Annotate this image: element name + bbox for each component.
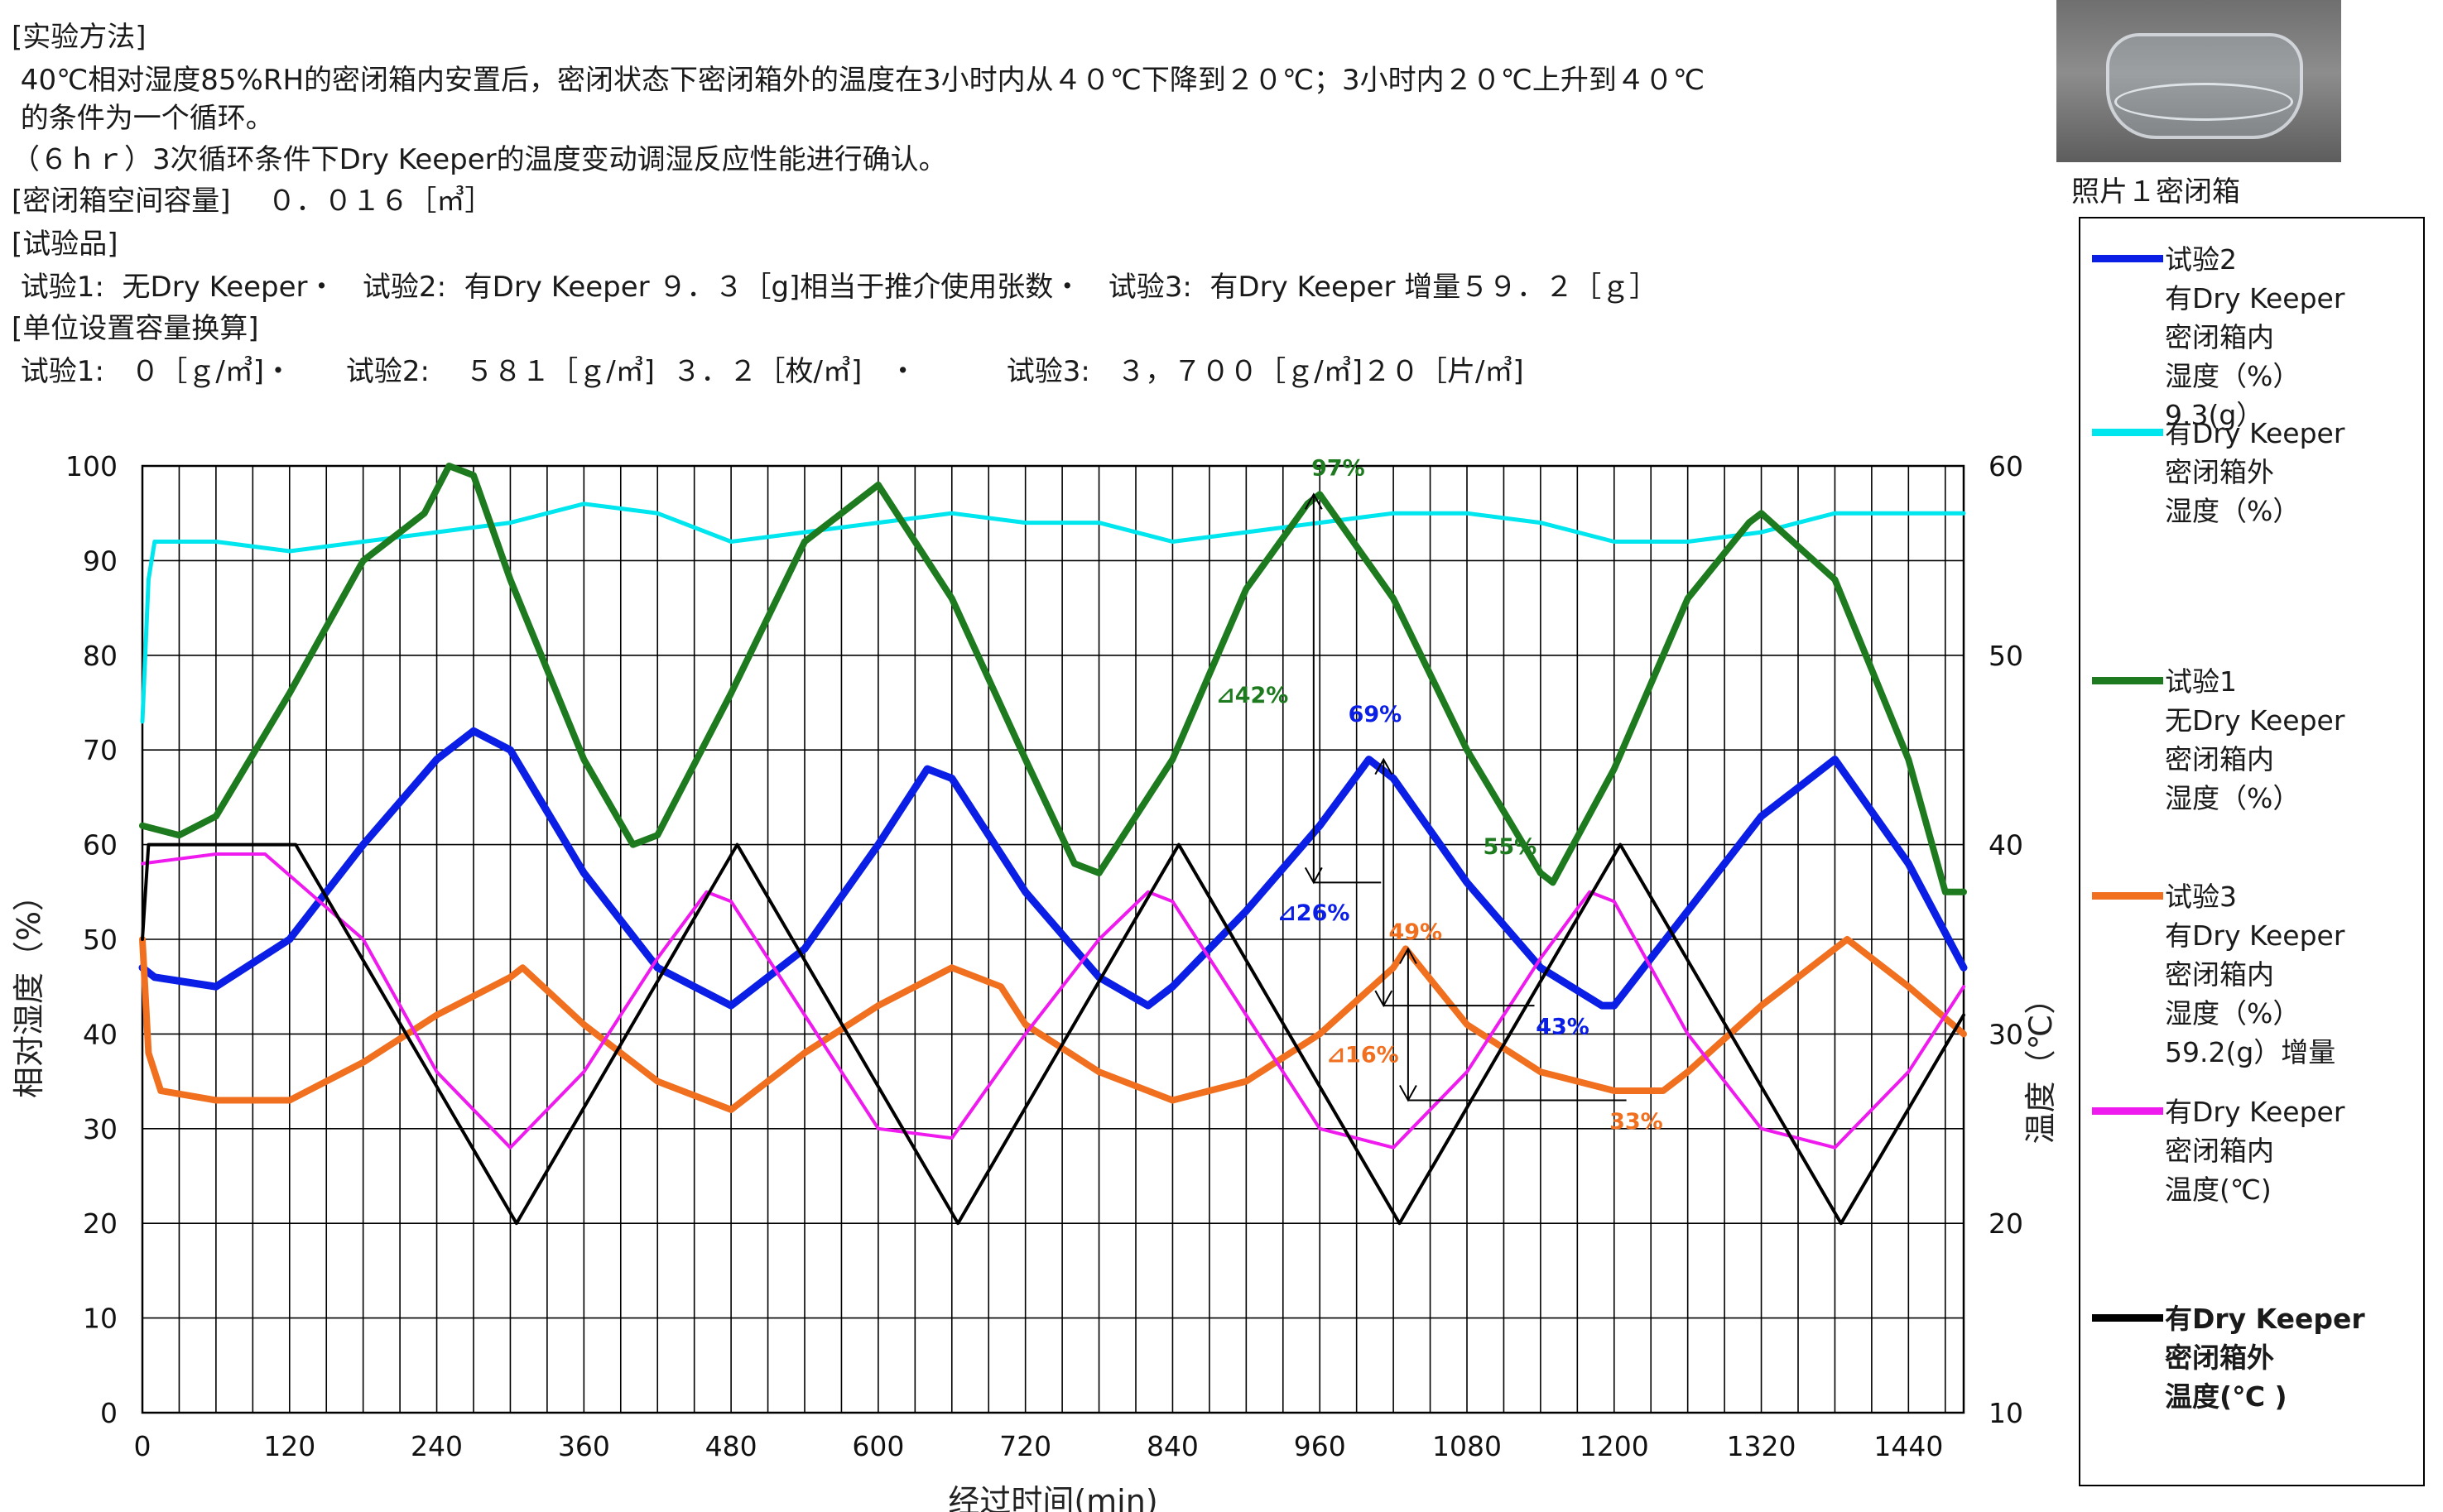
data-annotation: ⊿42% (1216, 683, 1288, 708)
legend-label: 试验3 (2165, 881, 2237, 913)
legend-label: 密闭箱内 (2165, 958, 2274, 991)
arrow-head (1304, 492, 1323, 510)
header-line: （６ｈｒ）3次循环条件下Dry Keeper的温度变动调湿反应性能进行确认。 (12, 143, 947, 176)
legend-label: 试验1 (2165, 665, 2237, 698)
y-tick-label: 90 (83, 545, 118, 577)
data-annotation: 33% (1609, 1109, 1663, 1135)
legend-swatch (2092, 892, 2163, 900)
humidity-temperature-chart: 0 120 240 360 480 600 720 840 960 1080 1200 1320 144… (11, 450, 2059, 1512)
legend-label: 密闭箱外 (2165, 456, 2274, 488)
data-annotation: 55% (1484, 834, 1537, 860)
x-tick-label: 120 (263, 1430, 315, 1462)
y-tick-label: 80 (83, 640, 118, 672)
legend-label: 湿度（%） (2165, 360, 2301, 392)
arrow-head (1374, 990, 1393, 1008)
legend-label: 密闭箱外 (2165, 1342, 2274, 1374)
header-line: 试验1: ０［ｇ/㎥]・ 试验2: ５８１［ｇ/㎥] ３．２［枚/㎥] ・ 试验… (12, 355, 1524, 388)
legend-swatch (2092, 1314, 2163, 1322)
data-annotation: ⊿26% (1277, 900, 1349, 926)
x-tick-label: 960 (1294, 1430, 1346, 1462)
arrow-head (1374, 757, 1393, 775)
y-tick-label: 40 (83, 1018, 118, 1050)
legend-label: 温度(℃) (2165, 1174, 2272, 1206)
y-tick-label: 70 (83, 734, 118, 766)
series-line (140, 502, 1966, 724)
x-tick-label: 1200 (1580, 1430, 1649, 1462)
sealed-box-photo (2056, 0, 2341, 162)
x-tick-label: 840 (1147, 1430, 1199, 1462)
legend-label: 有Dry Keeper (2165, 1096, 2345, 1128)
legend-swatch (2092, 429, 2163, 436)
glass-rim-shape (2114, 83, 2293, 121)
legend-label: 9.3(g） (2165, 399, 2264, 431)
x-tick-label: 1440 (1873, 1430, 1943, 1462)
legend-label: 密闭箱内 (2165, 321, 2274, 353)
y2-axis-title: 温度（℃） (2022, 983, 2059, 1145)
y-tick-label: 0 (100, 1397, 118, 1429)
legend-label: 有Dry Keeper (2165, 919, 2345, 952)
y-tick-label: 10 (83, 1303, 118, 1335)
legend-label: 59.2(g）增量 (2165, 1036, 2336, 1068)
legend-label: 湿度（%） (2165, 782, 2301, 814)
glass-container-shape (2106, 33, 2303, 139)
x-tick-label: 480 (705, 1430, 757, 1462)
y2-tick-label: 10 (1989, 1397, 2023, 1429)
y-tick-label: 100 (65, 450, 118, 482)
header-line: [单位设置容量换算] (12, 312, 259, 345)
data-annotation: 49% (1388, 919, 1442, 945)
header-line: 40℃相对湿度85%RH的密闭箱内安置后，密闭状态下密闭箱外的温度在3小时内从４… (12, 64, 1705, 97)
legend-label: 无Dry Keeper (2165, 704, 2345, 737)
x-tick-label: 240 (411, 1430, 463, 1462)
legend-swatch (2092, 255, 2163, 262)
photo-caption: 照片１密闭箱 (2071, 175, 2240, 209)
series-line (138, 727, 1968, 1010)
y-tick-label: 30 (83, 1113, 118, 1145)
y2-tick-label: 20 (1989, 1207, 2023, 1240)
legend-label: 温度(℃ ) (2165, 1380, 2287, 1413)
y2-tick-label: 50 (1989, 640, 2023, 672)
header-line: [试验品] (12, 228, 118, 261)
y-tick-label: 50 (83, 924, 118, 956)
x-tick-label: 360 (558, 1430, 610, 1462)
legend-label: 有Dry Keeper (2165, 282, 2345, 314)
legend-label: 有Dry Keeper (2165, 1303, 2365, 1335)
legend-swatch (2092, 677, 2163, 684)
series-line (139, 463, 1967, 895)
legend-label: 密闭箱内 (2165, 1135, 2274, 1167)
data-annotation: 69% (1349, 702, 1402, 727)
x-tick-label: 1080 (1432, 1430, 1502, 1462)
legend-label: 密闭箱内 (2165, 743, 2274, 775)
y-axis-title: 相对湿度（%） (11, 880, 47, 1098)
arrow-head (1399, 1084, 1417, 1102)
header-line: 的条件为一个循环。 (12, 102, 274, 135)
header-line: [实验方法] (12, 21, 147, 54)
y-tick-label: 60 (83, 829, 118, 862)
header-line: [密闭箱空间容量] ０．０１６［㎥］ (12, 185, 493, 218)
arrow-head (1399, 947, 1417, 964)
series-line (139, 936, 1967, 1113)
data-annotation: 97% (1311, 455, 1365, 481)
chart-legend: 试验2 有Dry Keeper 密闭箱内 湿度（%） 9.3(g） 有Dry Keeper… (2079, 217, 2425, 1486)
x-tick-label: 0 (134, 1430, 151, 1462)
y2-tick-label: 30 (1989, 1018, 2023, 1050)
series-line (141, 842, 1965, 1226)
legend-label: 湿度（%） (2165, 495, 2301, 527)
legend-label: 湿度（%） (2165, 997, 2301, 1030)
x-tick-label: 720 (999, 1430, 1051, 1462)
header-line: 试验1: 无Dry Keeper・ 试验2: 有Dry Keeper ９．３［g… (12, 271, 1658, 304)
y2-tick-label: 40 (1989, 829, 2023, 862)
legend-label: 试验2 (2165, 243, 2237, 276)
series-line (141, 852, 1965, 1150)
x-axis-title: 经过时间(min) (948, 1483, 1157, 1512)
data-annotation: ⊿16% (1326, 1043, 1398, 1068)
y2-tick-label: 60 (1989, 450, 2023, 482)
y-tick-label: 20 (83, 1207, 118, 1240)
legend-label: 有Dry Keeper (2165, 417, 2345, 449)
arrow-head (1304, 866, 1323, 885)
x-tick-label: 600 (852, 1430, 904, 1462)
legend-swatch (2092, 1107, 2163, 1115)
data-annotation: 43% (1536, 1014, 1589, 1039)
x-tick-label: 1320 (1727, 1430, 1796, 1462)
